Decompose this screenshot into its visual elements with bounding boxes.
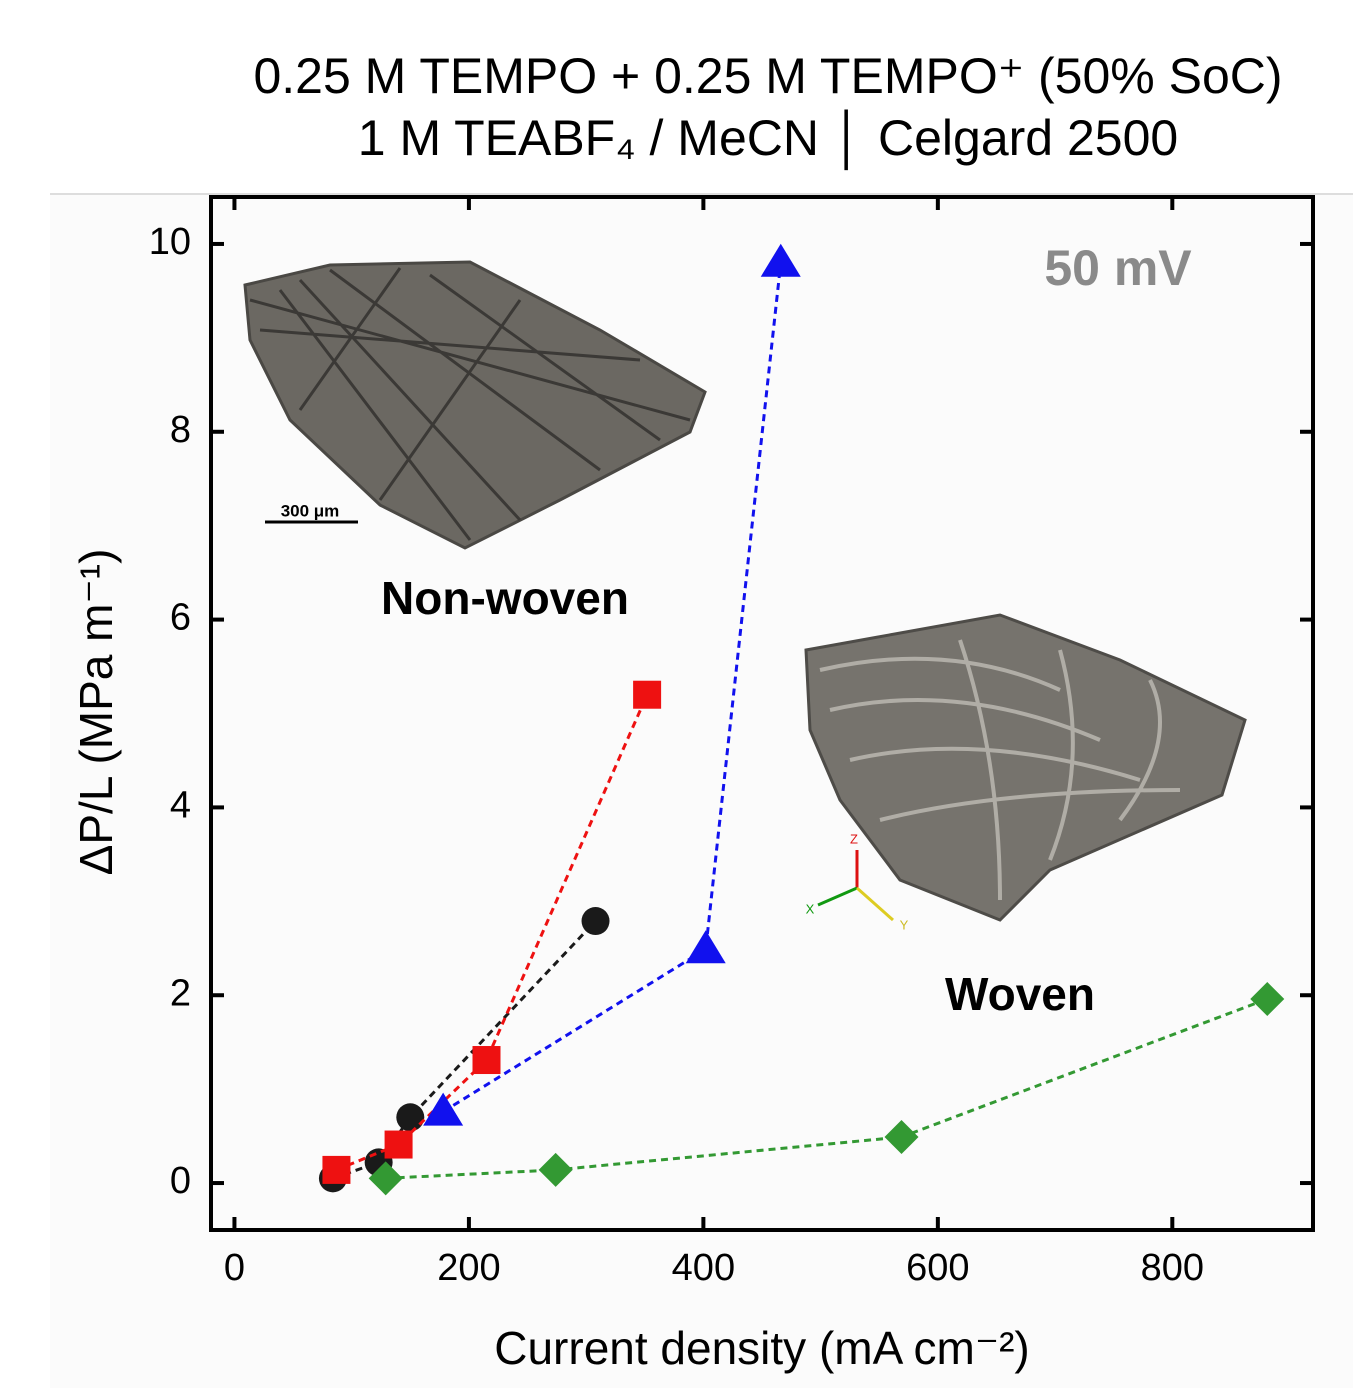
annotation: 50 mV <box>1044 240 1192 296</box>
y-tick-label: 4 <box>170 784 191 826</box>
marker <box>633 681 661 709</box>
annotation: X <box>806 901 815 916</box>
annotation: 300 μm <box>281 501 340 520</box>
marker <box>385 1131 413 1159</box>
y-tick-label: 10 <box>149 221 191 263</box>
y-tick-label: 2 <box>170 972 191 1014</box>
marker <box>473 1046 501 1074</box>
annotation: Y <box>900 917 909 932</box>
annotation: Non-woven <box>381 572 629 624</box>
annotation: Z <box>850 831 858 846</box>
y-tick-label: 6 <box>170 597 191 639</box>
chart-title: 0.25 M TEMPO + 0.25 M TEMPO⁺ (50% SoC) <box>253 48 1282 104</box>
marker <box>396 1103 424 1131</box>
chart: 0.25 M TEMPO + 0.25 M TEMPO⁺ (50% SoC) 1… <box>0 0 1353 1388</box>
y-axis-label: ΔP/L (MPa m⁻¹) <box>70 549 122 876</box>
x-axis-label: Current density (mA cm⁻²) <box>494 1322 1030 1374</box>
x-tick-label: 400 <box>672 1247 735 1289</box>
x-tick-label: 200 <box>437 1247 500 1289</box>
x-tick-label: 0 <box>224 1247 245 1289</box>
marker <box>322 1156 350 1184</box>
x-tick-label: 800 <box>1141 1247 1204 1289</box>
annotation: Woven <box>945 968 1095 1020</box>
x-tick-label: 600 <box>906 1247 969 1289</box>
chart-title: 1 M TEABF₄ / MeCN │ Celgard 2500 <box>358 109 1178 171</box>
y-tick-label: 8 <box>170 409 191 451</box>
marker <box>582 907 610 935</box>
y-tick-label: 0 <box>170 1160 191 1202</box>
